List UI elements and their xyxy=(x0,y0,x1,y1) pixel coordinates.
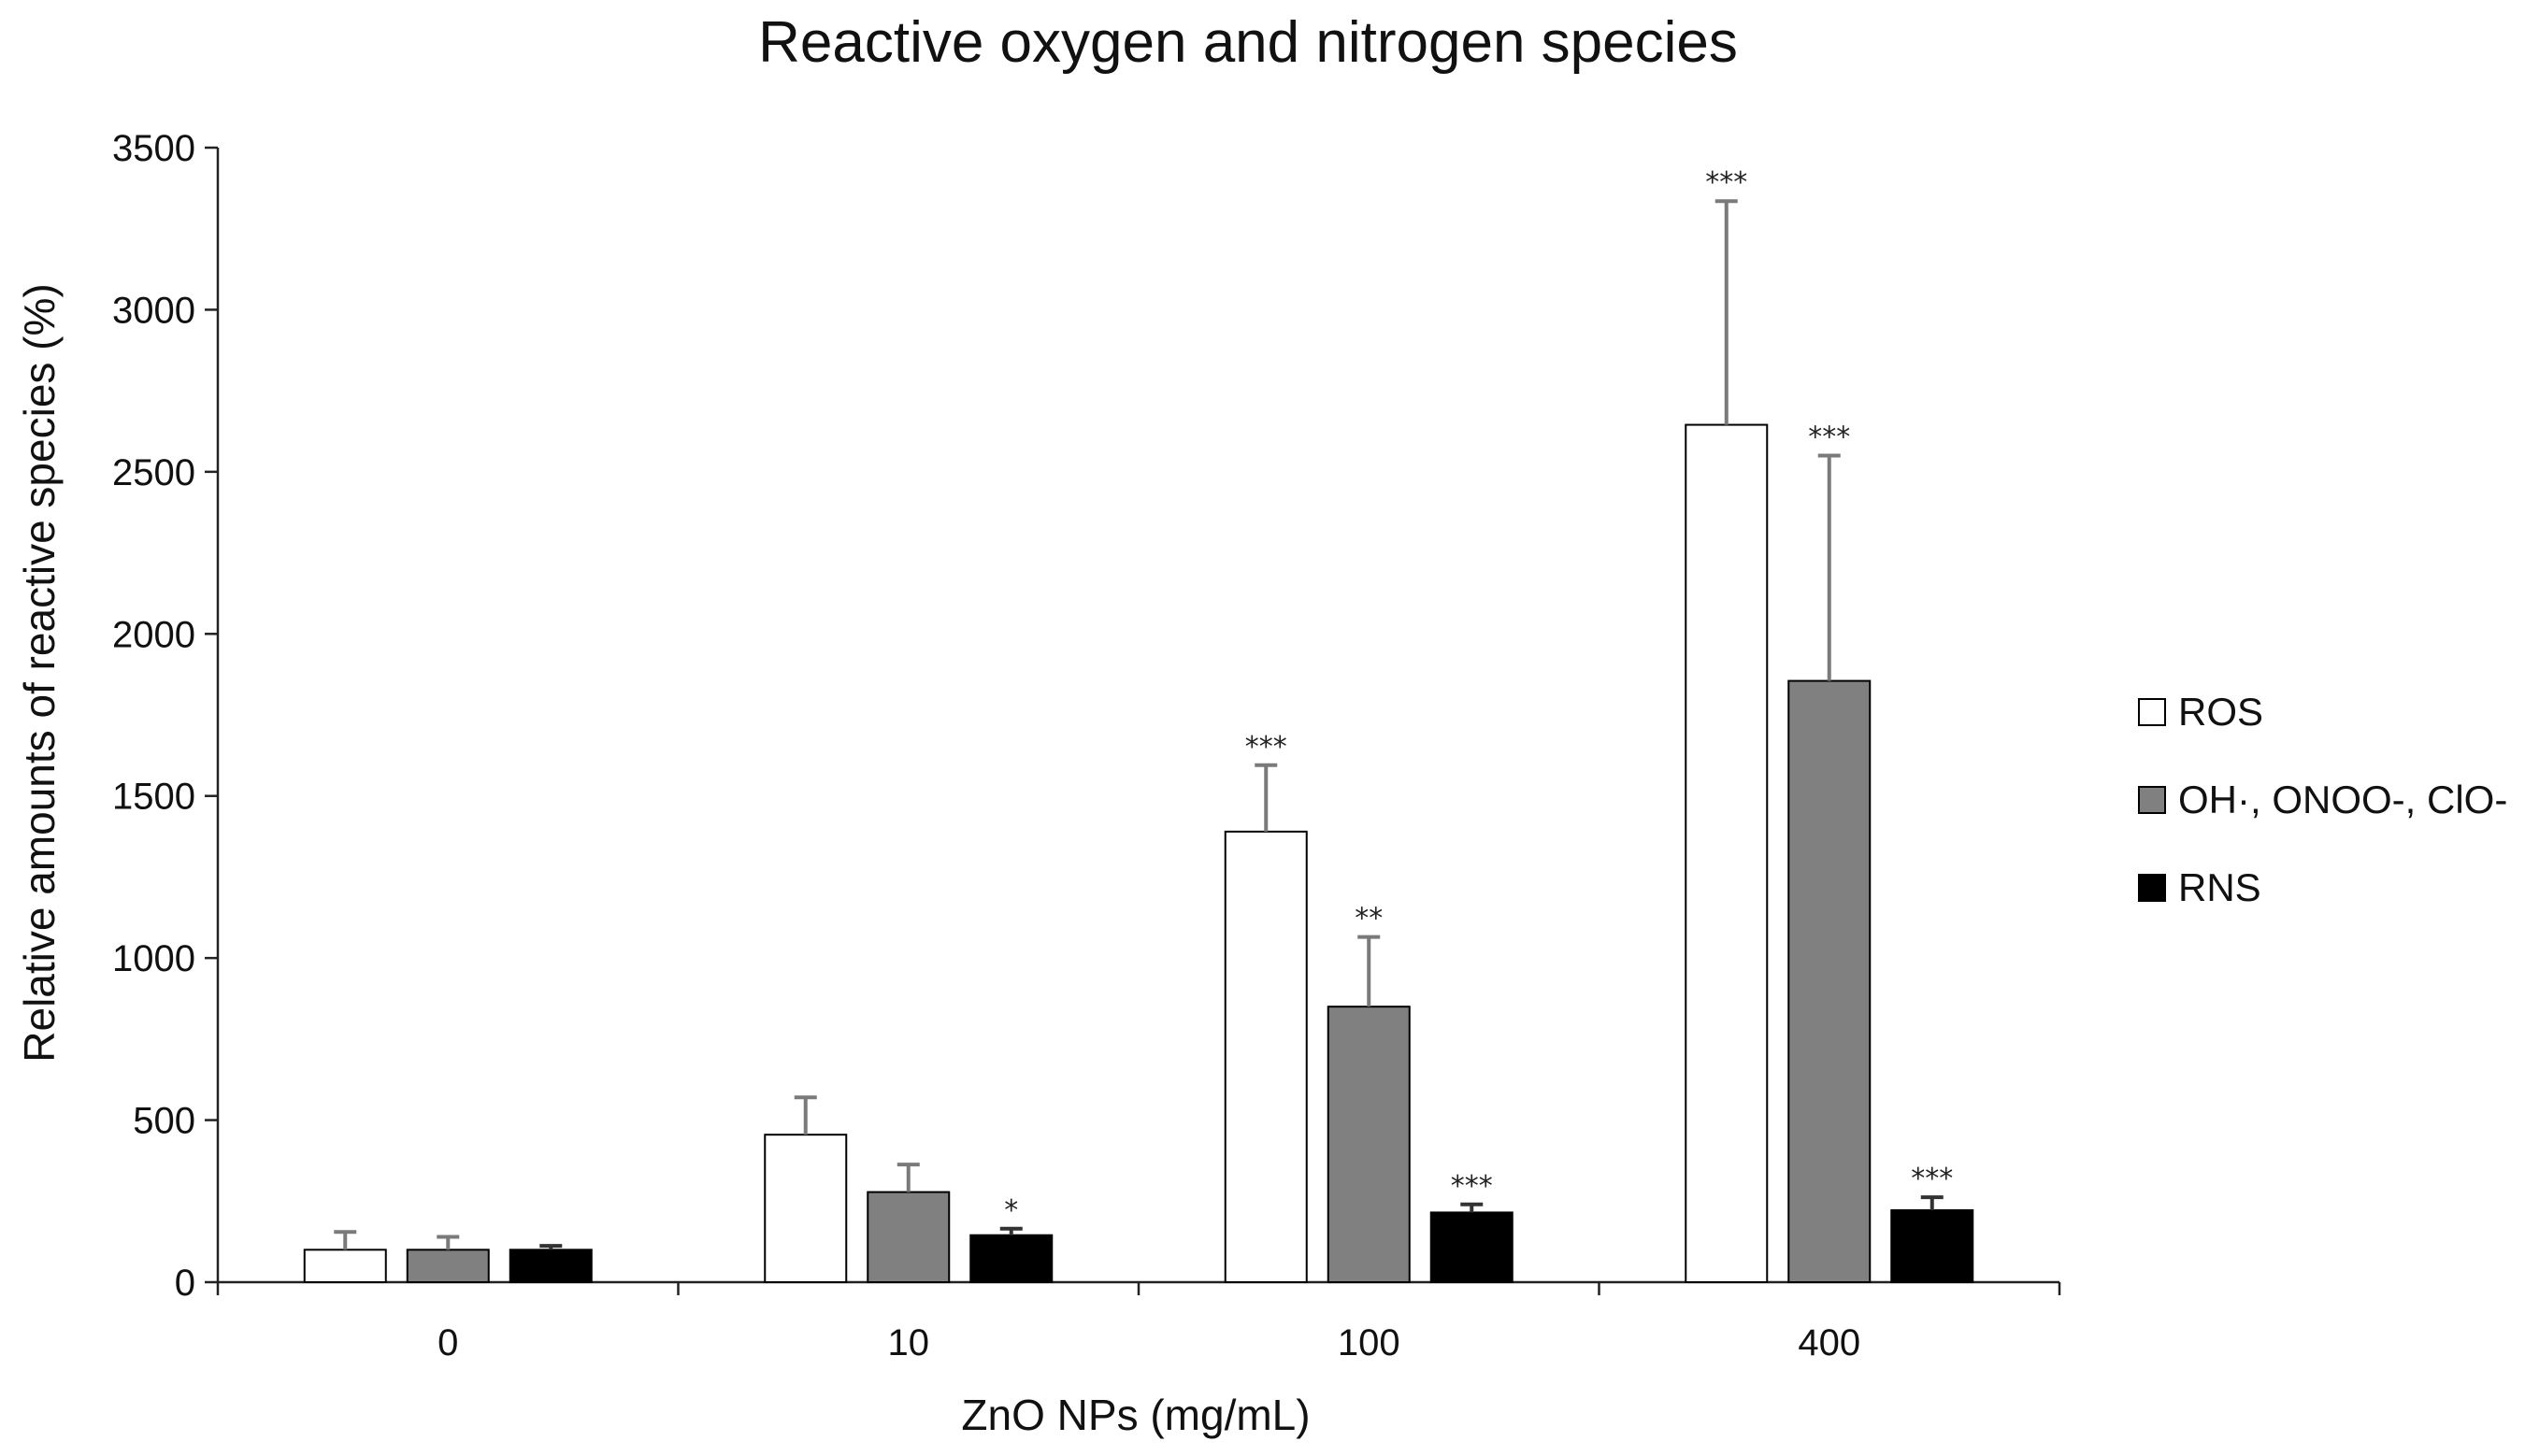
legend-swatch xyxy=(2138,874,2166,902)
legend-swatch xyxy=(2138,786,2166,814)
legend: ROS OH·, ONOO-, ClO- RNS xyxy=(2138,690,2507,909)
y-axis-label: Relative amounts of reactive species (%) xyxy=(15,283,64,1062)
significance-marker: ** xyxy=(1355,903,1383,935)
significance-marker: *** xyxy=(1245,731,1287,764)
bar xyxy=(509,1249,593,1284)
y-tick-label: 2000 xyxy=(112,614,195,655)
bar xyxy=(1890,1208,1974,1283)
bar xyxy=(1429,1211,1514,1283)
bar xyxy=(1787,679,1872,1283)
bar xyxy=(867,1191,951,1284)
bar xyxy=(406,1249,490,1284)
x-axis-label: ZnO NPs (mg/mL) xyxy=(961,1391,1310,1439)
legend-label: ROS xyxy=(2178,690,2263,734)
legend-label: OH·, ONOO-, ClO- xyxy=(2178,778,2507,821)
significance-marker: *** xyxy=(1808,421,1850,454)
y-tick-label: 3500 xyxy=(112,128,195,169)
y-tick-label: 1000 xyxy=(112,938,195,979)
bar xyxy=(1224,830,1308,1284)
bar xyxy=(303,1249,387,1284)
y-tick-label: 3000 xyxy=(112,290,195,331)
y-tick-label: 0 xyxy=(175,1263,195,1304)
bar xyxy=(969,1234,1054,1283)
significance-marker: *** xyxy=(1705,166,1747,199)
bar xyxy=(1685,423,1769,1283)
y-tick-label: 2500 xyxy=(112,452,195,493)
legend-swatch xyxy=(2138,698,2166,726)
y-tick-label: 1500 xyxy=(112,777,195,818)
x-tick-label: 100 xyxy=(1338,1322,1400,1363)
x-tick-label: 10 xyxy=(888,1322,930,1363)
bar xyxy=(764,1134,848,1284)
significance-marker: * xyxy=(1004,1194,1018,1227)
bars: *************** *** xyxy=(303,166,1974,1284)
x-tick-label: 400 xyxy=(1798,1322,1860,1363)
y-tick-label: 500 xyxy=(133,1101,195,1142)
bar xyxy=(1327,1006,1411,1283)
plot-area: 0 500 1000 1500 2000 2500 3000 3500 0 10 100 400 xyxy=(112,128,2061,1363)
legend-label: RNS xyxy=(2178,865,2261,909)
x-tick-label: 0 xyxy=(438,1322,458,1363)
significance-marker: *** xyxy=(1911,1163,1953,1195)
chart-title: Reactive oxygen and nitrogen species xyxy=(758,10,1738,75)
significance-marker: *** xyxy=(1451,1170,1493,1203)
